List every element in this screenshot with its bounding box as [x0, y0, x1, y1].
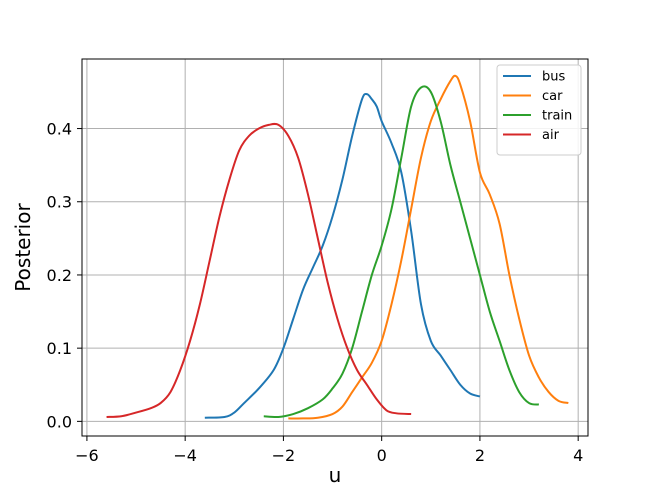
legend-label-air: air — [542, 128, 560, 143]
series-lines — [106, 74, 569, 420]
series-line-bus — [204, 92, 481, 419]
series-line-air — [106, 122, 412, 418]
legend-box — [496, 64, 582, 156]
x-tick-label: 0 — [377, 446, 387, 465]
x-tick-label: −2 — [272, 446, 296, 465]
y-tick-label: 0.1 — [47, 339, 72, 358]
legend: bus car train air — [496, 64, 582, 156]
legend-label-train: train — [542, 109, 572, 124]
x-tick-label: −6 — [75, 446, 99, 465]
plot-frame — [81, 58, 589, 437]
axis-ticks: −6 −4 −2 0 2 4 0.0 0.1 0.2 0.3 0.4 — [47, 120, 584, 465]
y-tick-label: 0.3 — [47, 193, 72, 212]
x-tick-label: −4 — [173, 446, 197, 465]
x-tick-label: 4 — [573, 446, 583, 465]
y-tick-label: 0.0 — [47, 412, 72, 431]
series-line-train — [263, 85, 540, 419]
x-axis-label: u — [329, 463, 342, 487]
legend-label-car: car — [542, 89, 563, 104]
x-tick-label: 2 — [475, 446, 485, 465]
legend-label-bus: bus — [542, 70, 565, 85]
y-tick-label: 0.2 — [47, 266, 72, 285]
series-line-car — [288, 74, 569, 420]
y-axis-label: Posterior — [11, 203, 35, 292]
y-tick-label: 0.4 — [47, 120, 72, 139]
